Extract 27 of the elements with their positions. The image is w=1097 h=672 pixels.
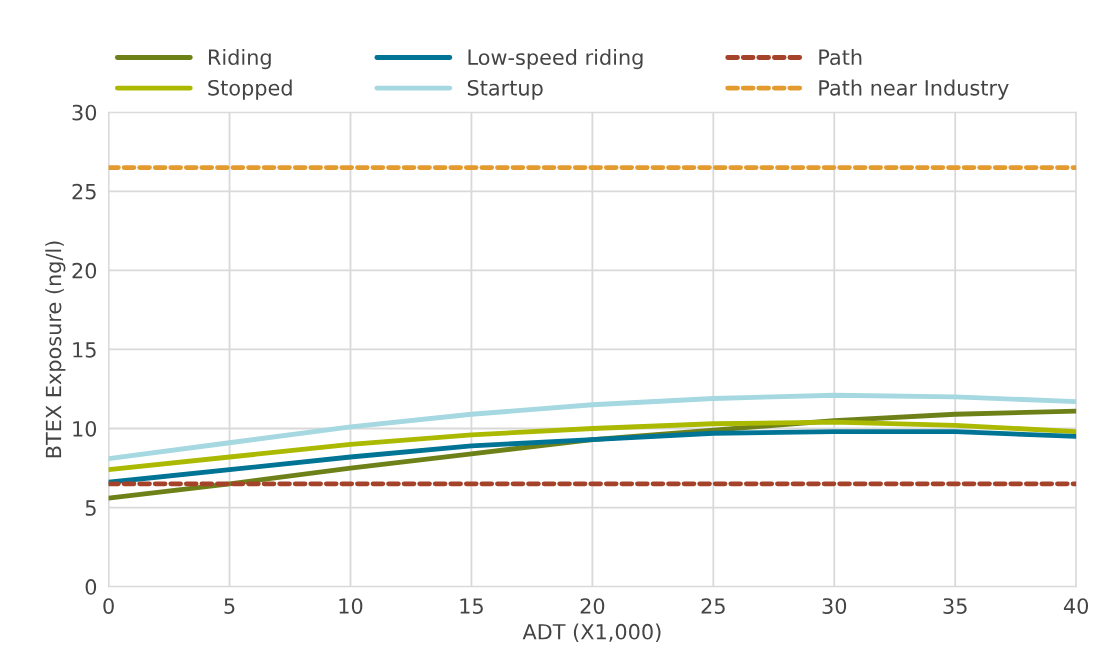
y-tick-label: 0 (85, 579, 97, 595)
x-tick-label: 30 (822, 598, 847, 614)
x-tick-label: 10 (339, 598, 363, 614)
x-tick-label: 25 (701, 598, 725, 614)
line-series (108, 392, 1077, 461)
line-series (108, 429, 1077, 485)
legend-label: Startup (467, 79, 543, 100)
x-tick-label: 15 (460, 598, 483, 614)
x-tick-label: 40 (1063, 598, 1089, 614)
y-tick-label: 15 (73, 342, 96, 358)
legend-label: Path near Industry (819, 79, 1009, 100)
line-series (108, 419, 1077, 473)
x-axis-title: ADT (X1,000) (522, 623, 661, 643)
legend-label: Riding (208, 48, 271, 70)
legend-label: Stopped (208, 79, 292, 100)
legend-label: Path (819, 48, 862, 66)
y-tick-label: 25 (72, 183, 96, 200)
x-tick-label: 35 (943, 598, 967, 614)
y-tick-label: 30 (72, 104, 97, 121)
x-tick-label: 5 (224, 598, 235, 614)
y-tick-label: 10 (73, 420, 97, 437)
legend-label: Low-speed riding (468, 48, 643, 70)
x-tick-label: 0 (103, 598, 114, 614)
x-tick-label: 20 (580, 598, 605, 614)
y-tick-label: 20 (72, 262, 97, 279)
y-axis-title: BTEX Exposure (ng/l) (45, 241, 66, 458)
y-tick-label: 5 (85, 500, 96, 516)
